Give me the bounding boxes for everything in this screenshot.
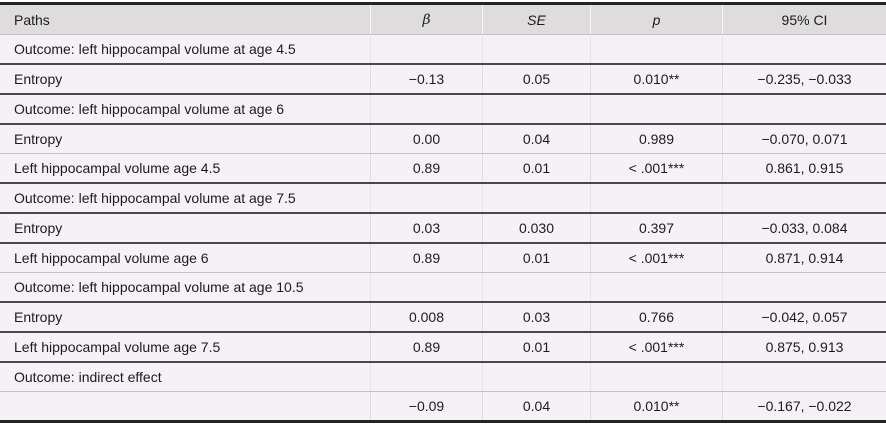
column-header-beta: β <box>370 5 482 34</box>
label-cell: Left hippocampal volume age 7.5 <box>14 339 221 355</box>
section-row: Outcome: left hippocampal volume at age … <box>0 272 886 301</box>
p-cell <box>590 35 722 63</box>
table-body: Outcome: left hippocampal volume at age … <box>0 34 886 420</box>
label-cell: Outcome: indirect effect <box>14 369 162 385</box>
section-row: Outcome: left hippocampal volume at age … <box>0 182 886 212</box>
ci-cell: 0.861, 0.915 <box>722 154 886 182</box>
label-cell: Outcome: left hippocampal volume at age … <box>14 101 285 117</box>
beta-cell <box>370 363 482 391</box>
section-row: Outcome: indirect effect <box>0 361 886 391</box>
se-cell <box>482 184 590 212</box>
ci-cell: −0.042, 0.057 <box>722 303 886 331</box>
ci-cell <box>722 273 886 301</box>
se-cell: 0.030 <box>482 214 590 242</box>
se-cell: 0.03 <box>482 303 590 331</box>
section-row: Outcome: left hippocampal volume at age … <box>0 93 886 123</box>
p-cell <box>590 184 722 212</box>
beta-cell <box>370 95 482 123</box>
beta-cell: −0.13 <box>370 65 482 93</box>
beta-cell <box>370 35 482 63</box>
ci-cell <box>722 363 886 391</box>
beta-cell: 0.03 <box>370 214 482 242</box>
label-cell: Left hippocampal volume age 6 <box>14 250 209 266</box>
label-cell: Outcome: left hippocampal volume at age … <box>14 279 304 295</box>
ci-cell: 0.875, 0.913 <box>722 333 886 361</box>
p-cell: < .001*** <box>590 244 722 272</box>
se-cell: 0.05 <box>482 65 590 93</box>
p-cell: < .001*** <box>590 154 722 182</box>
data-row: Left hippocampal volume age 6 0.89 0.01 < .… <box>0 242 886 272</box>
label-cell: Outcome: left hippocampal volume at age … <box>14 190 296 206</box>
ci-cell <box>722 35 886 63</box>
ci-cell: −0.167, −0.022 <box>722 392 886 420</box>
ci-cell: −0.070, 0.071 <box>722 125 886 153</box>
p-cell: 0.989 <box>590 125 722 153</box>
p-cell <box>590 363 722 391</box>
ci-cell: −0.033, 0.084 <box>722 214 886 242</box>
se-cell <box>482 35 590 63</box>
se-cell <box>482 273 590 301</box>
column-header-ci: 95% CI <box>722 5 886 34</box>
ci-cell: 0.871, 0.914 <box>722 244 886 272</box>
ci-cell <box>722 184 886 212</box>
se-cell: 0.04 <box>482 125 590 153</box>
label-cell: Entropy <box>14 131 63 147</box>
p-cell: 0.010** <box>590 392 722 420</box>
data-row: Entropy 0.03 0.030 0.397 −0.033, 0.084 <box>0 212 886 242</box>
se-cell: 0.01 <box>482 333 590 361</box>
column-header-se: SE <box>482 5 590 34</box>
section-row: Outcome: left hippocampal volume at age … <box>0 34 886 63</box>
p-cell: 0.397 <box>590 214 722 242</box>
table-header-row: Paths β SE p 95% CI <box>0 5 886 34</box>
label-cell: Entropy <box>14 309 63 325</box>
se-cell: 0.01 <box>482 154 590 182</box>
beta-cell: 0.89 <box>370 154 482 182</box>
se-cell <box>482 363 590 391</box>
label-cell: Outcome: left hippocampal volume at age … <box>14 41 296 57</box>
se-cell: 0.01 <box>482 244 590 272</box>
label-cell: Left hippocampal volume age 4.5 <box>14 160 221 176</box>
data-row: −0.09 0.04 0.010** −0.167, −0.022 <box>0 391 886 420</box>
beta-cell: 0.89 <box>370 244 482 272</box>
se-cell <box>482 95 590 123</box>
ci-cell: −0.235, −0.033 <box>722 65 886 93</box>
data-row: Left hippocampal volume age 7.5 0.89 0.01 <… <box>0 331 886 361</box>
ci-cell <box>722 95 886 123</box>
p-cell: < .001*** <box>590 333 722 361</box>
column-header-paths: Paths <box>14 11 50 28</box>
p-cell <box>590 273 722 301</box>
data-row: Entropy 0.008 0.03 0.766 −0.042, 0.057 <box>0 301 886 331</box>
beta-cell: 0.89 <box>370 333 482 361</box>
data-row: Entropy 0.00 0.04 0.989 −0.070, 0.071 <box>0 123 886 153</box>
beta-cell <box>370 184 482 212</box>
beta-cell: 0.00 <box>370 125 482 153</box>
column-header-p: p <box>590 5 722 34</box>
beta-cell: 0.008 <box>370 303 482 331</box>
p-cell <box>590 95 722 123</box>
se-cell: 0.04 <box>482 392 590 420</box>
p-cell: 0.010** <box>590 65 722 93</box>
data-row: Entropy −0.13 0.05 0.010** −0.235, −0.033 <box>0 63 886 93</box>
beta-cell: −0.09 <box>370 392 482 420</box>
p-cell: 0.766 <box>590 303 722 331</box>
beta-cell <box>370 273 482 301</box>
label-cell <box>0 392 370 420</box>
data-row: Left hippocampal volume age 4.5 0.89 0.01 <… <box>0 153 886 182</box>
label-cell: Entropy <box>14 220 63 236</box>
label-cell: Entropy <box>14 71 63 87</box>
